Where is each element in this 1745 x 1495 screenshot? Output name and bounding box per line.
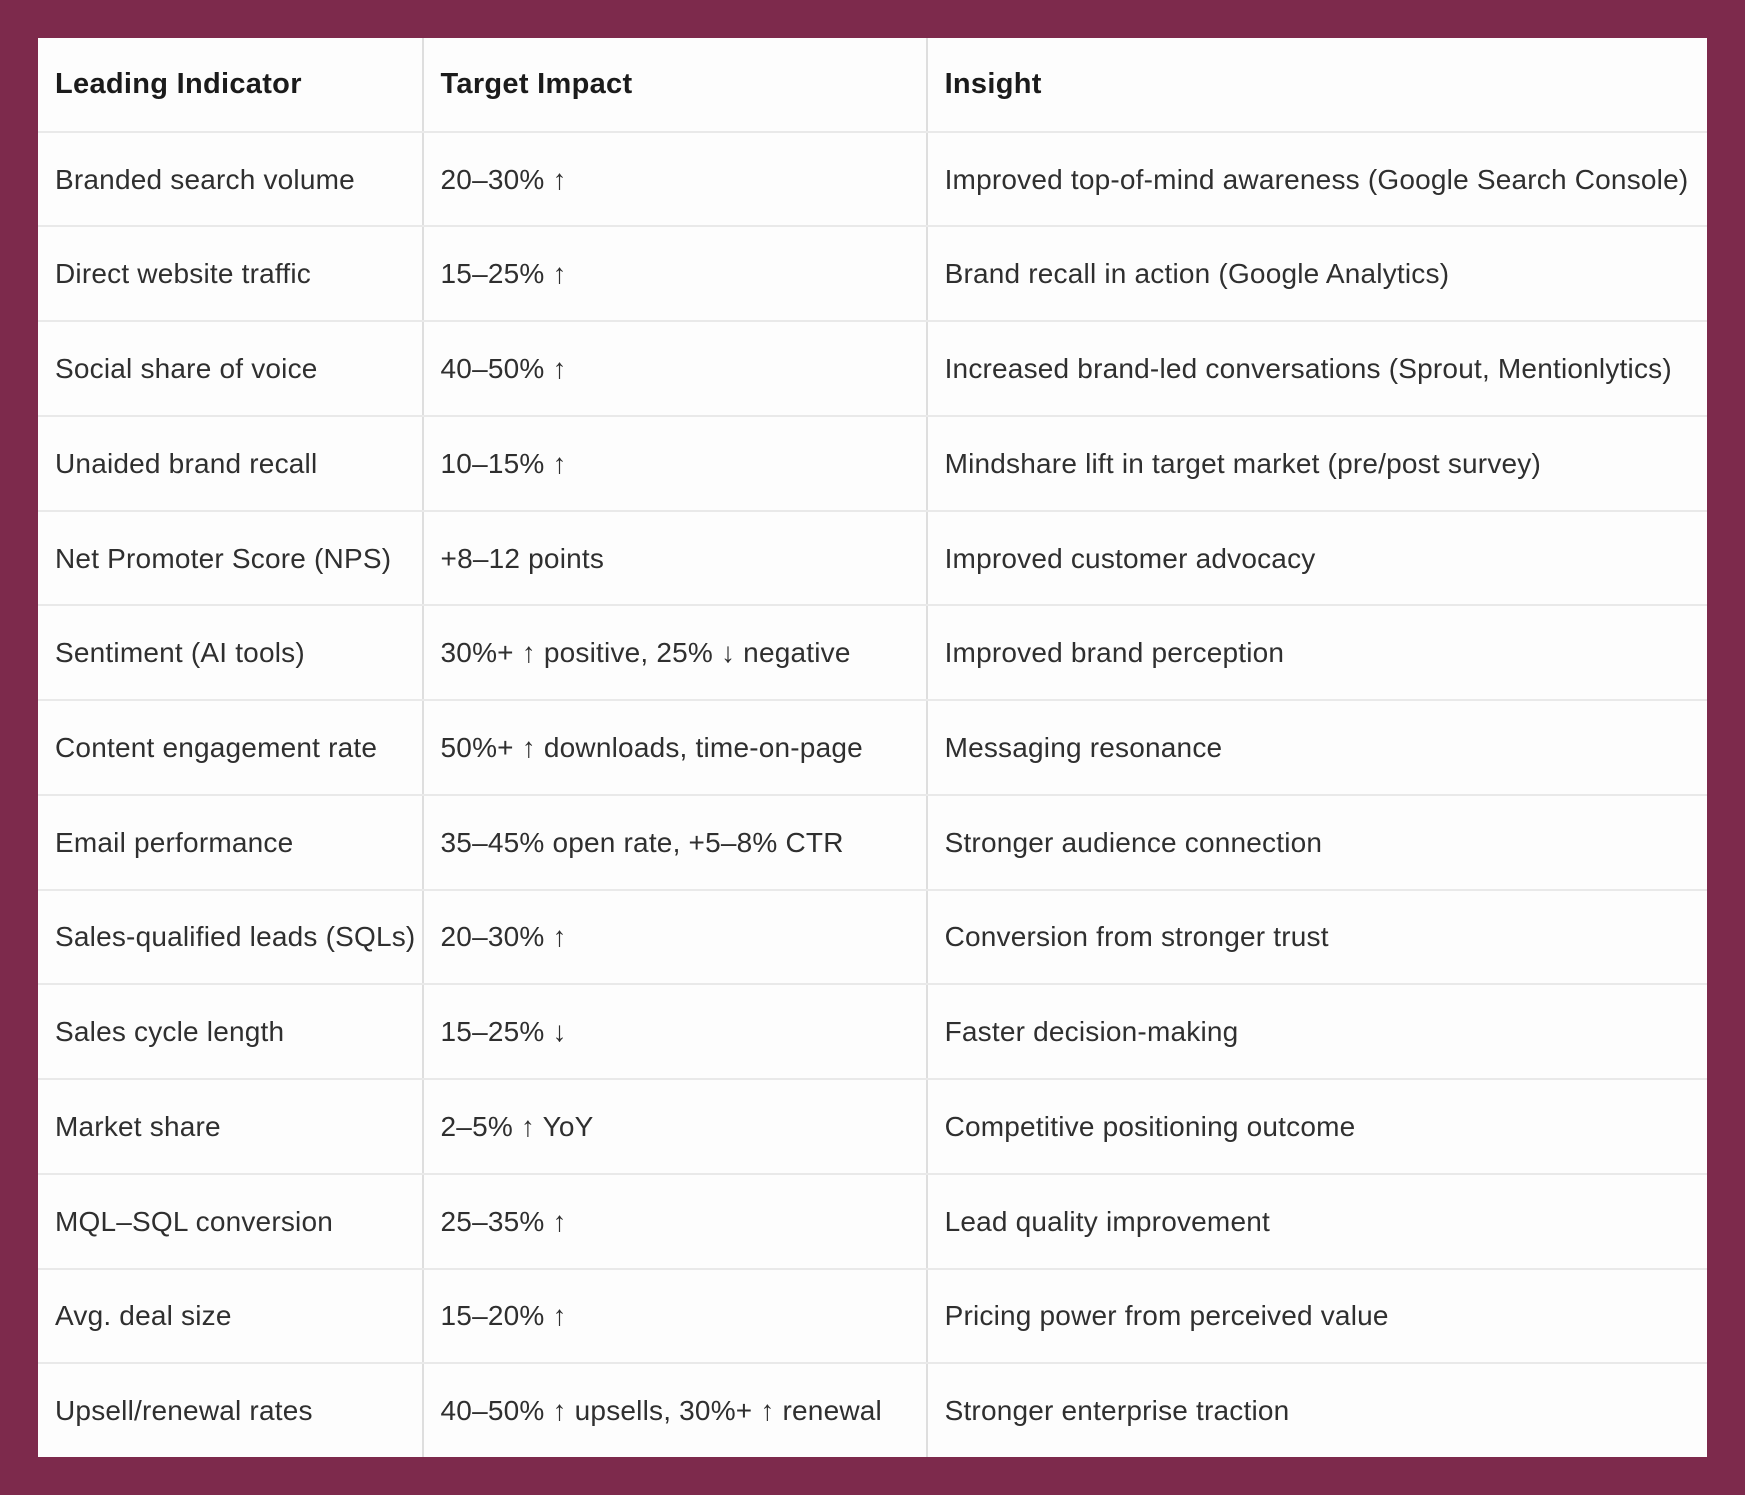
insight-cell: Competitive positioning outcome: [944, 1110, 1356, 1142]
insight-cell: Faster decision-making: [944, 1016, 1239, 1048]
impact-cell: 10–15% ↑: [424, 416, 928, 510]
table-row: Sales cycle length 15–25% ↓ Faster decis…: [38, 985, 1707, 1081]
impact-cell: 25–35% ↑: [424, 1174, 928, 1268]
indicator-cell: Social share of voice: [38, 322, 424, 415]
indicator-cell: Unaided brand recall: [38, 416, 424, 510]
insight-cell: Improved top-of-mind awareness (Google S…: [944, 163, 1689, 195]
impact-cell: 20–30% ↑: [424, 890, 928, 984]
insight-cell: Improved customer advocacy: [944, 542, 1316, 574]
table-row: Content engagement rate 50%+ ↑ downloads…: [38, 701, 1707, 796]
table-row: Net Promoter Score (NPS) +8–12 points Im…: [38, 511, 1707, 607]
impact-cell: 30%+ ↑ positive, 25% ↓ negative: [424, 606, 928, 700]
header-target-impact: Target Impact: [424, 38, 928, 131]
insight-cell: Brand recall in action (Google Analytics…: [944, 258, 1450, 290]
impact-cell: 40–50% ↑: [424, 322, 928, 415]
header-insight: Insight: [944, 68, 1042, 101]
insight-cell: Stronger enterprise traction: [944, 1395, 1290, 1427]
impact-cell: 50%+ ↑ downloads, time-on-page: [424, 701, 928, 794]
impact-cell: 15–25% ↓: [424, 985, 928, 1079]
table-row: Sales-qualified leads (SQLs) 20–30% ↑ Co…: [38, 890, 1707, 986]
table-row: Unaided brand recall 10–15% ↑ Mindshare …: [38, 416, 1707, 512]
insight-cell: Pricing power from perceived value: [944, 1300, 1389, 1332]
table-row: Social share of voice 40–50% ↑ Increased…: [38, 322, 1707, 417]
table-row: Email performance 35–45% open rate, +5–8…: [38, 795, 1707, 891]
table-header-row: Leading Indicator Target Impact Insight: [38, 38, 1707, 133]
insight-cell: Stronger audience connection: [944, 826, 1323, 858]
insight-cell: Mindshare lift in target market (pre/pos…: [944, 447, 1542, 479]
indicator-cell: MQL–SQL conversion: [38, 1174, 424, 1268]
header-leading-indicator: Leading Indicator: [38, 38, 424, 131]
indicator-cell: Content engagement rate: [38, 701, 424, 794]
impact-cell: 2–5% ↑ YoY: [424, 1080, 928, 1173]
indicator-cell: Avg. deal size: [38, 1269, 424, 1363]
indicator-cell: Sales cycle length: [38, 985, 424, 1079]
indicator-cell: Branded search volume: [38, 132, 424, 226]
impact-cell: 15–20% ↑: [424, 1269, 928, 1363]
indicator-cell: Direct website traffic: [38, 227, 424, 321]
table-row: Avg. deal size 15–20% ↑ Pricing power fr…: [38, 1269, 1707, 1365]
indicator-cell: Net Promoter Score (NPS): [38, 511, 424, 605]
table-row: Sentiment (AI tools) 30%+ ↑ positive, 25…: [38, 606, 1707, 702]
impact-cell: 40–50% ↑ upsells, 30%+ ↑ renewal: [424, 1364, 928, 1458]
insight-cell: Increased brand-led conversations (Sprou…: [944, 353, 1672, 385]
table-row: Upsell/renewal rates 40–50% ↑ upsells, 3…: [38, 1364, 1707, 1458]
indicator-cell: Email performance: [38, 795, 424, 889]
impact-cell: +8–12 points: [424, 511, 928, 605]
table-row: Direct website traffic 15–25% ↑ Brand re…: [38, 227, 1707, 323]
impact-cell: 20–30% ↑: [424, 132, 928, 226]
indicator-cell: Upsell/renewal rates: [38, 1364, 424, 1458]
impact-cell: 35–45% open rate, +5–8% CTR: [424, 795, 928, 889]
indicator-cell: Sales-qualified leads (SQLs): [38, 890, 424, 984]
table-row: Market share 2–5% ↑ YoY Competitive posi…: [38, 1080, 1707, 1175]
indicator-cell: Sentiment (AI tools): [38, 606, 424, 700]
insight-cell: Conversion from stronger trust: [944, 921, 1329, 953]
insight-cell: Improved brand perception: [944, 637, 1285, 669]
metrics-table: Leading Indicator Target Impact Insight …: [38, 38, 1707, 1458]
insight-cell: Messaging resonance: [944, 732, 1223, 763]
insight-cell: Lead quality improvement: [944, 1205, 1270, 1237]
table-row: MQL–SQL conversion 25–35% ↑ Lead quality…: [38, 1174, 1707, 1270]
table-row: Branded search volume 20–30% ↑ Improved …: [38, 132, 1707, 228]
indicator-cell: Market share: [38, 1080, 424, 1173]
impact-cell: 15–25% ↑: [424, 227, 928, 321]
